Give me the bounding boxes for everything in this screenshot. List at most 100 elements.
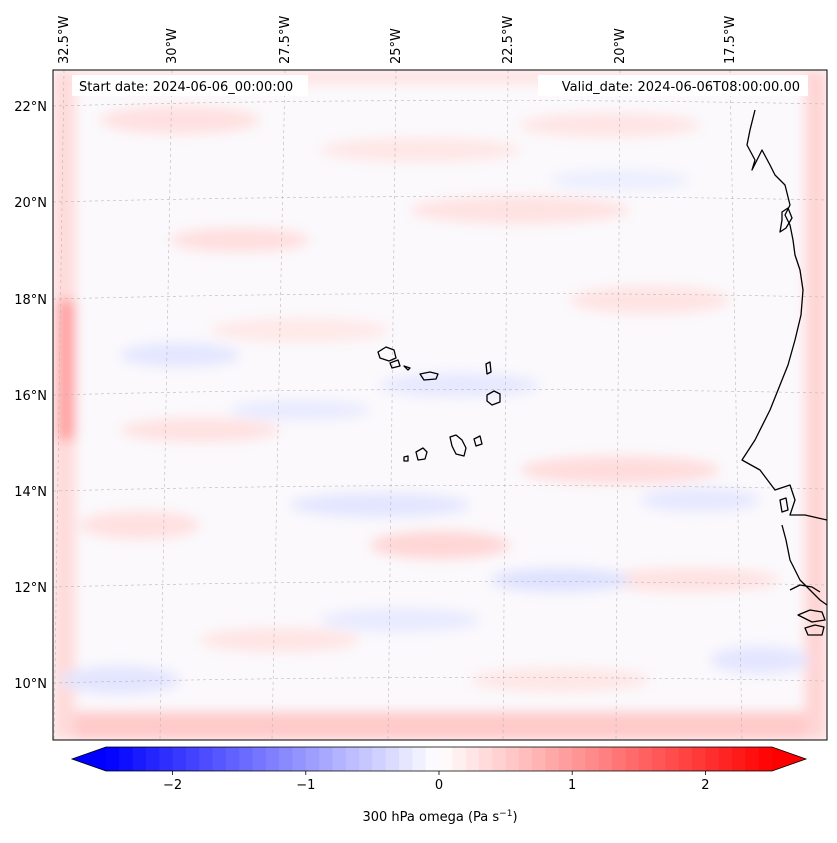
omega-pos-blob xyxy=(520,456,720,484)
island-fogo xyxy=(415,447,428,461)
colorbar-segment xyxy=(319,747,334,771)
map-frame xyxy=(52,69,828,741)
meridian xyxy=(159,70,173,740)
lat-tick-label: 12°N xyxy=(14,581,47,596)
island-sao-vicente xyxy=(389,359,401,369)
parallel xyxy=(53,196,827,203)
lon-tick-label: 20°W xyxy=(613,28,628,64)
colorbar-extend-max xyxy=(772,747,806,771)
colorbar-segment xyxy=(106,747,120,771)
colorbar-segment xyxy=(359,747,373,771)
lon-tick-label: 17.5°W xyxy=(723,16,738,64)
colorbar-segment xyxy=(705,747,720,771)
colorbar-segment xyxy=(558,747,573,771)
colorbar-segment xyxy=(412,747,427,771)
parallel xyxy=(53,677,827,684)
valid-date-label: Valid_date: 2024-06-06T08:00:00.00 xyxy=(562,80,800,95)
omega-neg-blob xyxy=(550,170,690,190)
coast-detail-north xyxy=(779,207,793,233)
colorbar-tick-label: −1 xyxy=(296,778,315,793)
lat-tick-label: 10°N xyxy=(14,677,47,692)
omega-pos-blob xyxy=(170,228,310,252)
colorbar-segment xyxy=(625,747,640,771)
omega-neg-blob xyxy=(290,493,470,517)
colorbar-tick-label: 0 xyxy=(435,778,443,793)
colorbar-segment xyxy=(372,747,387,771)
omega-pos-blob xyxy=(570,286,730,314)
omega-pos-blob xyxy=(320,138,520,162)
omega-boundary-bottom xyxy=(53,712,827,740)
island-sao-nicolau xyxy=(419,371,439,381)
parallel xyxy=(53,581,827,588)
lon-tick-label: 30°W xyxy=(165,28,180,64)
island-maio xyxy=(473,435,483,447)
island-santa-luzia xyxy=(403,365,411,371)
colorbar-segment xyxy=(292,747,307,771)
colorbar-label: 300 hPa omega (Pa s−1) xyxy=(362,809,517,825)
island-brava xyxy=(403,455,409,462)
lat-tick-label: 16°N xyxy=(14,389,47,404)
colorbar-segment xyxy=(465,747,480,771)
gridlines xyxy=(53,70,827,740)
omega-pos-blob xyxy=(520,113,700,137)
start-date-label: Start date: 2024-06-06_00:00:00 xyxy=(79,80,293,95)
omega-neg-blob xyxy=(710,646,810,674)
colorbar-segment xyxy=(159,747,174,771)
colorbar-segment xyxy=(239,747,254,771)
colorbar-segment xyxy=(225,747,240,771)
colorbar-segment xyxy=(758,747,773,771)
omega-pos-blob xyxy=(210,318,390,342)
omega-boundary-right xyxy=(805,70,827,740)
parallel xyxy=(53,485,827,492)
omega-pos-blob xyxy=(370,531,510,559)
lat-tick-label: 18°N xyxy=(14,293,47,308)
colorbar-segment xyxy=(532,747,547,771)
colorbar-segment xyxy=(425,747,440,771)
parallel xyxy=(53,389,827,396)
colorbar-segment xyxy=(665,747,680,771)
coast-detail xyxy=(779,497,789,513)
colorbar-outline xyxy=(70,746,808,772)
coastlines xyxy=(377,109,827,636)
colorbar-segment xyxy=(612,747,627,771)
omega-neg-blob xyxy=(380,373,540,397)
africa-coastline xyxy=(741,109,827,521)
colorbar-ticks: −2 −1 0 1 2 xyxy=(163,771,710,793)
omega-neg-blob xyxy=(60,666,180,694)
colorbar: −2 −1 0 1 2 300 hPa omega (Pa s−1) xyxy=(70,746,808,825)
omega-boundary-left-strong xyxy=(58,300,74,440)
lat-tick-label: 22°N xyxy=(14,100,47,115)
meridian xyxy=(729,70,743,740)
colorbar-segment xyxy=(598,747,613,771)
colorbar-segment xyxy=(732,747,746,771)
bijagos-island xyxy=(797,609,826,623)
omega-pos-blob xyxy=(100,106,260,134)
colorbar-segment xyxy=(385,747,400,771)
colorbar-segment xyxy=(265,747,280,771)
colorbar-segment xyxy=(745,747,760,771)
island-boa-vista xyxy=(486,390,501,406)
map-background xyxy=(53,70,827,740)
colorbar-segment xyxy=(119,747,134,771)
colorbar-segment xyxy=(478,747,493,771)
colorbar-segment xyxy=(572,747,587,771)
colorbar-extend-min xyxy=(72,747,106,771)
omega-pos-blob xyxy=(200,628,360,652)
colorbar-segment xyxy=(678,747,693,771)
colorbar-segment xyxy=(332,747,347,771)
meridian xyxy=(387,70,397,740)
lon-tick-label: 27.5°W xyxy=(278,16,293,64)
colorbar-segment xyxy=(305,747,320,771)
colorbar-label-close: ) xyxy=(512,810,517,825)
colorbar-segment xyxy=(212,747,227,771)
bijagos-island xyxy=(804,624,825,636)
valid-date-box xyxy=(538,75,808,96)
meridian xyxy=(615,70,621,740)
parallel xyxy=(53,100,827,107)
colorbar-segment xyxy=(279,747,294,771)
colorbar-segment xyxy=(585,747,600,771)
colorbar-segment xyxy=(439,747,453,771)
colorbar-segment xyxy=(638,747,653,771)
